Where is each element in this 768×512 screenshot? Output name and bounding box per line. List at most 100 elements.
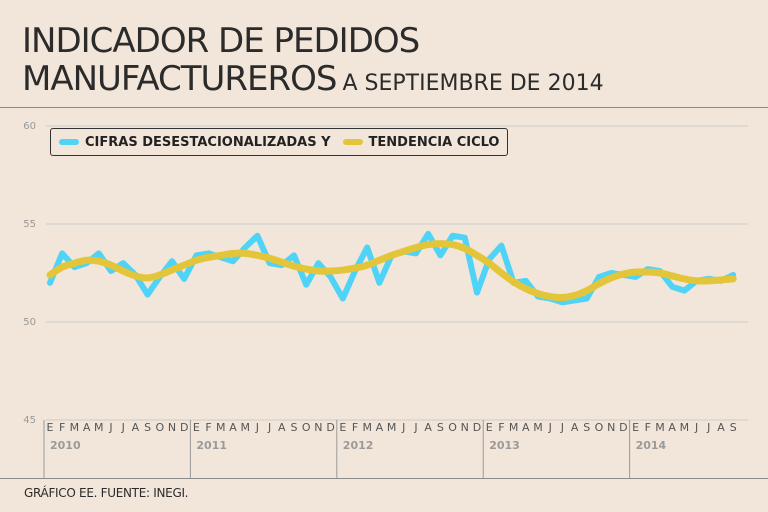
series-1-point [439, 254, 442, 257]
series-2-point [244, 252, 247, 255]
title-line-2: MANUFACTUREROS A SEPTIEMBRE DE 2014 [22, 60, 604, 103]
series-line-1 [47, 230, 737, 306]
year-label: 2010 [50, 439, 81, 452]
series-1-point [463, 236, 466, 239]
series-2-point [390, 254, 393, 257]
legend-swatch-series1 [59, 139, 79, 145]
series-1-point [232, 260, 235, 263]
series-2-point [85, 259, 88, 262]
legend-swatch-series2 [342, 139, 363, 145]
x-tick-label: M [509, 421, 519, 434]
x-tick-label: J [108, 421, 112, 434]
series-2-point [134, 274, 137, 277]
series-2-point [146, 276, 149, 279]
x-tick-label: D [180, 421, 188, 434]
y-tick-label: 60 [23, 121, 36, 132]
y-tick-label: 50 [23, 317, 36, 328]
year-label: 2013 [489, 439, 520, 452]
series-2-point [122, 270, 125, 273]
x-tick-label: A [668, 421, 676, 434]
x-tick-label: J [706, 421, 710, 434]
series-1-point [427, 232, 430, 235]
series-2-point [171, 269, 174, 272]
x-tick-label: J [413, 421, 417, 434]
series-1-point [244, 246, 247, 249]
x-tick-label: S [437, 421, 444, 434]
x-tick-label: E [339, 421, 346, 434]
x-tick-label: O [302, 421, 311, 434]
series-1-point [378, 281, 381, 284]
top-divider [0, 107, 768, 108]
series-2-point [317, 270, 320, 273]
x-tick-label: O [595, 421, 604, 434]
legend-label-series2: TENDENCIA CICLO [368, 134, 500, 150]
x-tick-label: D [473, 421, 481, 434]
series-line-2 [46, 240, 737, 302]
x-tick-label: O [448, 421, 457, 434]
series-2-point [158, 273, 161, 276]
series-1-point [317, 262, 320, 265]
x-tick-label: M [362, 421, 372, 434]
x-tick-label: E [193, 421, 200, 434]
series-2-point [683, 277, 686, 280]
series-2-point [61, 266, 64, 269]
x-tick-label: D [619, 421, 627, 434]
year-label: 2011 [196, 439, 227, 452]
source-note: GRÁFICO EE. FUENTE: INEGI. [24, 486, 189, 500]
y-tick-label: 45 [23, 415, 36, 426]
series-1-point [110, 270, 113, 273]
series-2-point [500, 272, 503, 275]
series-1-point [610, 272, 613, 275]
series-1-point [732, 273, 735, 276]
legend-item-series2: TENDENCIA CICLO [342, 134, 500, 150]
x-tick-label: S [291, 421, 298, 434]
x-tick-label: S [144, 421, 151, 434]
x-tick-label: J [560, 421, 564, 434]
series-1-point [61, 252, 64, 255]
series-2-point [354, 267, 357, 270]
x-tick-label: A [717, 421, 725, 434]
series-2-point [451, 243, 454, 246]
x-tick-label: F [205, 421, 211, 434]
series-2-point [476, 254, 479, 257]
series-1-point [476, 291, 479, 294]
x-tick-label: M [240, 421, 250, 434]
x-tick-label: A [278, 421, 286, 434]
series-2-point [219, 254, 222, 257]
legend: CIFRAS DESESTACIONALIZADAS Y TENDENCIA C… [50, 128, 509, 156]
series-1-point [524, 279, 527, 282]
series-2-point [512, 280, 515, 283]
series-1-point [366, 246, 369, 249]
series-1-point [598, 275, 601, 278]
x-tick-label: M [216, 421, 226, 434]
series-1-point [49, 281, 52, 284]
series-2-point [195, 259, 198, 262]
series-2-point [293, 265, 296, 268]
series-2-point [232, 252, 235, 255]
series-1-point [256, 234, 259, 237]
series-2-point [537, 292, 540, 295]
series-2-point [415, 246, 418, 249]
series-1-point [268, 262, 271, 265]
series-2-point [110, 264, 113, 267]
title-line-2-main: MANUFACTUREROS [22, 59, 337, 99]
x-tick-label: E [47, 421, 54, 434]
series-2-point [305, 268, 308, 271]
series-1-point [146, 293, 149, 296]
x-tick-label: M [387, 421, 397, 434]
x-tick-label: F [498, 421, 504, 434]
series-1-point [573, 299, 576, 302]
grid-lines [46, 125, 748, 421]
x-tick-label: J [401, 421, 405, 434]
bottom-divider [0, 478, 768, 479]
series-2-point [488, 262, 491, 265]
series-1-point [305, 283, 308, 286]
series-1-point [122, 262, 125, 265]
x-tick-label: M [70, 421, 80, 434]
series-2-point [671, 274, 674, 277]
series-1-point [561, 301, 564, 304]
series-2-point [329, 270, 332, 273]
series-1-point [634, 275, 637, 278]
x-tick-label: S [583, 421, 590, 434]
